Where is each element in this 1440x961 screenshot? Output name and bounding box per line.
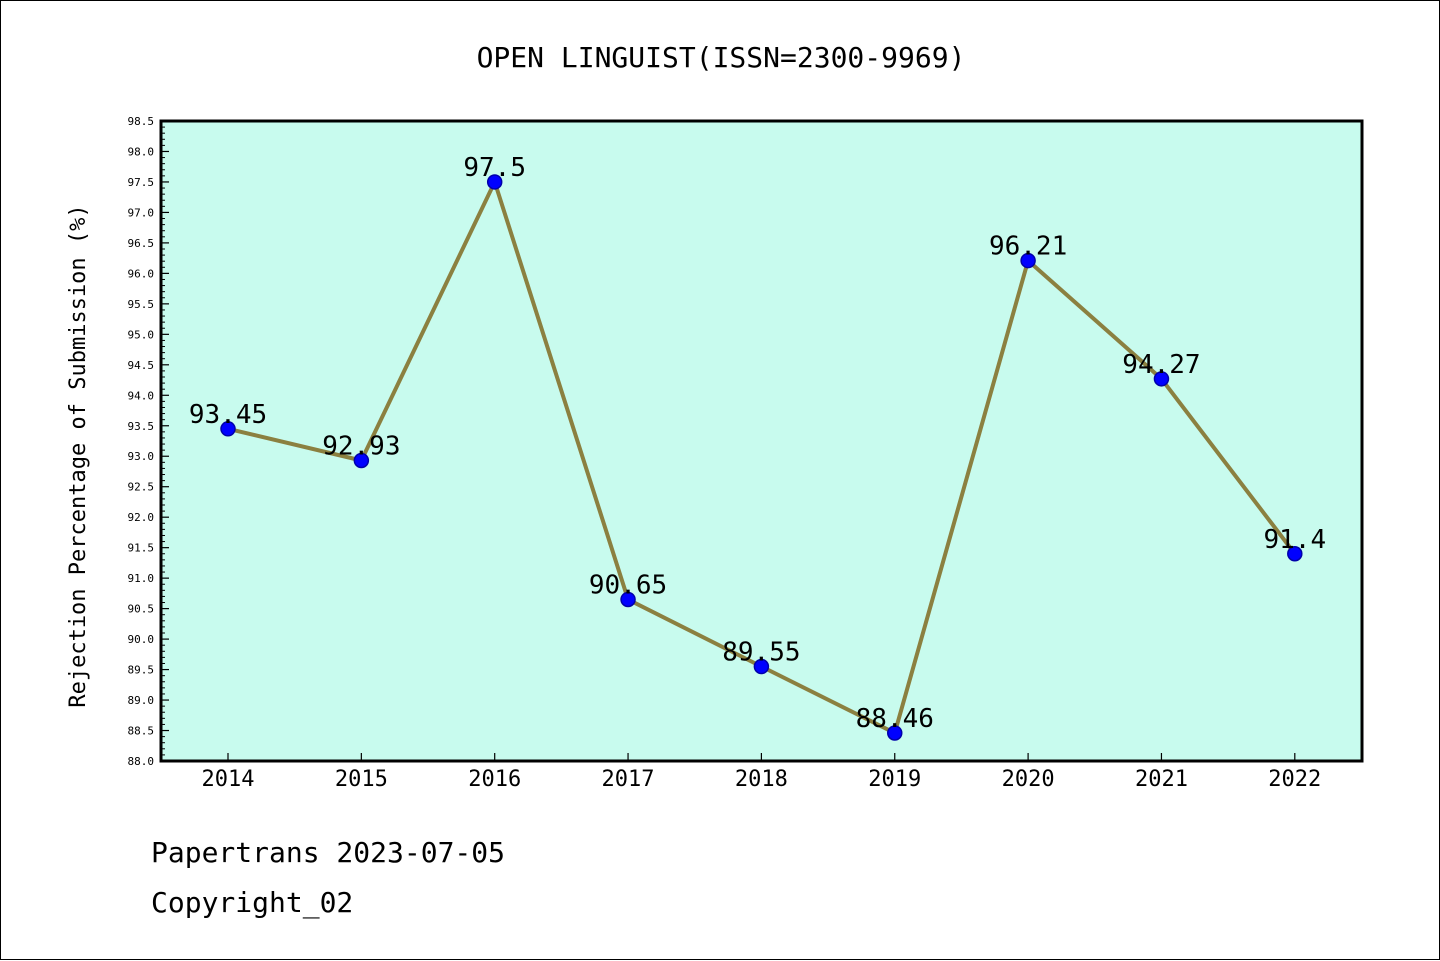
- x-tick-label: 2017: [602, 767, 655, 792]
- y-tick-label: 91.0: [128, 572, 155, 585]
- y-axis-label: Rejection Percentage of Submission (%): [66, 204, 91, 707]
- data-point: [1020, 252, 1036, 269]
- plot-area: [159, 119, 1364, 763]
- data-label: 90.65: [589, 570, 667, 600]
- y-tick-label: 89.5: [128, 664, 155, 677]
- data-labels-group: 93.45 92.93 97.5 90.65 89.55 88.46 96.21 94.27 9…: [189, 153, 1326, 734]
- y-tick-label: 90.5: [128, 603, 155, 616]
- footer-date: Papertrans 2023-07-05: [151, 836, 506, 869]
- data-point: [1287, 546, 1303, 562]
- markers-group: [220, 174, 1303, 741]
- data-point: [753, 658, 770, 675]
- x-tick-label: 2022: [1268, 767, 1321, 792]
- data-point: [353, 452, 370, 469]
- x-tick-label: 2015: [335, 767, 388, 792]
- y-tick-label: 95.0: [128, 328, 155, 341]
- y-tick-label: 96.0: [128, 267, 155, 280]
- y-tick-label: 92.0: [128, 511, 155, 524]
- y-tick-label: 98.0: [128, 145, 155, 158]
- data-label: 92.93: [322, 432, 400, 462]
- data-label: 89.55: [722, 638, 800, 668]
- data-label: 97.5: [463, 153, 526, 183]
- y-tick-label: 97.0: [128, 206, 155, 219]
- y-tick-label: 93.0: [128, 450, 155, 463]
- y-tick-label: 89.0: [128, 694, 155, 707]
- y-tick-label: 90.0: [128, 633, 155, 646]
- y-tick-label: 97.5: [128, 176, 155, 189]
- y-tick-label: 96.5: [128, 237, 155, 250]
- data-point: [620, 591, 636, 608]
- y-tick-label: 88.5: [128, 725, 155, 738]
- x-tick-label: 2021: [1135, 767, 1188, 792]
- data-point: [220, 421, 236, 437]
- y-tick-label: 92.5: [128, 481, 155, 494]
- footer-copyright: Copyright_02: [151, 886, 354, 919]
- data-point: [486, 174, 503, 190]
- x-tick-label: 2014: [202, 767, 255, 792]
- data-label: 93.45: [189, 400, 267, 430]
- y-tick-label: 91.5: [128, 542, 155, 555]
- data-label: 94.27: [1122, 350, 1200, 380]
- y-tick-label: 93.5: [128, 420, 155, 433]
- x-tick-label: 2019: [868, 767, 921, 792]
- y-tick-label: 94.5: [128, 359, 155, 372]
- data-point: [1153, 371, 1170, 387]
- x-tick-label: 2018: [735, 767, 788, 792]
- chart-title: OPEN LINGUIST(ISSN=2300-9969): [477, 41, 966, 74]
- y-tick-label: 95.5: [128, 298, 155, 311]
- x-tick-label: 2016: [468, 767, 521, 792]
- y-tick-label: 94.0: [128, 389, 155, 402]
- y-axis: 88.0 88.5 89.0 89.5 90.0 90.5 91.0 91.5 92.0 92.5…: [128, 115, 169, 768]
- data-label: 96.21: [989, 232, 1067, 262]
- y-tick-label: 88.0: [128, 755, 155, 768]
- data-point: [887, 725, 903, 741]
- y-tick-label: 98.5: [128, 115, 155, 128]
- data-label: 91.4: [1263, 525, 1326, 555]
- x-axis: 2014 2015 2016 2017 2018 2019 2020 2021 2022: [202, 753, 1321, 792]
- data-label: 88.46: [856, 704, 934, 734]
- x-tick-label: 2020: [1002, 767, 1055, 792]
